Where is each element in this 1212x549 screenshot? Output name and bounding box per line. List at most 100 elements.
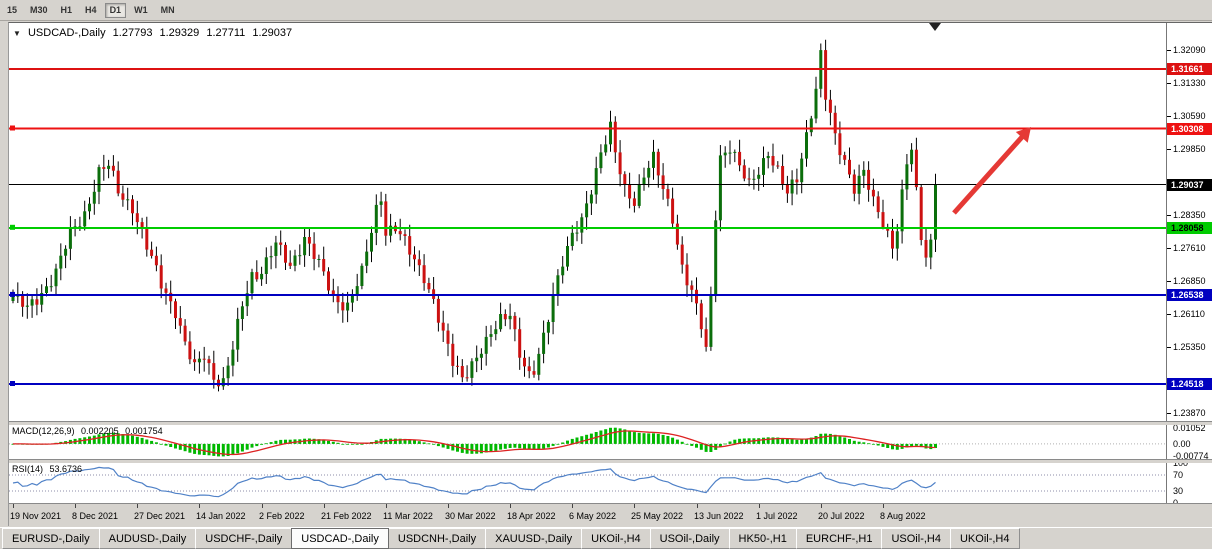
candle-body — [527, 366, 531, 372]
price-chart[interactable] — [9, 23, 1166, 421]
chart-tab-USDCHF-Daily[interactable]: USDCHF-,Daily — [195, 528, 293, 549]
candle-body — [776, 165, 780, 167]
price-axis-tickmark — [1167, 413, 1171, 414]
chart-tab-XAUUSD-Daily[interactable]: XAUUSD-,Daily — [485, 528, 583, 549]
candle-body — [154, 255, 158, 266]
timeframe-button-MN[interactable]: MN — [160, 4, 175, 15]
macd-histogram-bar — [895, 443, 899, 450]
price-axis-tick: 1.32090 — [1173, 45, 1206, 55]
candle-body — [843, 155, 847, 160]
macd-histogram-bar — [164, 443, 168, 446]
candle-body — [102, 167, 106, 169]
candle-body — [164, 288, 168, 293]
macd-histogram-bar — [704, 443, 708, 452]
candle-body — [891, 230, 894, 249]
macd-histogram-bar — [891, 443, 894, 450]
candle-body — [508, 315, 512, 320]
price-line-label: 1.24518 — [1167, 378, 1212, 390]
macd-histogram-bar — [145, 439, 149, 444]
candle-body — [107, 165, 111, 169]
candle-body — [714, 220, 718, 295]
candle-body — [881, 212, 885, 228]
candle-body — [604, 144, 608, 153]
timeframe-button-15[interactable]: 15 — [7, 4, 18, 15]
chart-tab-USDCNH-Daily[interactable]: USDCNH-,Daily — [387, 528, 487, 549]
candle-body — [489, 334, 493, 337]
macd-histogram-bar — [183, 443, 187, 452]
candle-body — [699, 303, 703, 330]
macd-histogram-bar — [322, 439, 326, 444]
timeframe-button-M30[interactable]: M30 — [30, 4, 48, 15]
rsi-panel[interactable] — [9, 463, 1166, 503]
chart-tab-AUDUSD-Daily[interactable]: AUDUSD-,Daily — [98, 528, 197, 549]
candle-body — [264, 257, 268, 274]
hline-handle[interactable] — [10, 125, 15, 131]
timeframe-button-H1[interactable]: H1 — [60, 4, 73, 15]
candle-body — [245, 293, 249, 307]
chart-tab-USDCAD-Daily[interactable]: USDCAD-,Daily — [291, 528, 389, 549]
candle-body — [456, 365, 459, 367]
arrow-annotation[interactable] — [952, 132, 1027, 215]
candle-body — [733, 151, 737, 153]
time-axis-tickmark — [199, 504, 200, 508]
date-label: 20 Jul 2022 — [818, 511, 865, 521]
hline-handle[interactable] — [10, 381, 15, 386]
chart-tab-EURUSD-Daily[interactable]: EURUSD-,Daily — [2, 528, 100, 549]
timeframe-button-D1[interactable]: D1 — [104, 2, 127, 18]
symbol-dropdown-icon[interactable]: ▼ — [13, 29, 21, 38]
price-axis-tickmark — [1167, 116, 1171, 117]
candle-body — [871, 189, 875, 197]
candle-body — [876, 196, 880, 213]
macd-histogram-bar — [346, 443, 350, 445]
macd-histogram-bar — [685, 443, 689, 445]
macd-histogram-bar — [623, 429, 627, 444]
candle-body — [704, 329, 708, 347]
candle-body — [929, 239, 933, 258]
macd-histogram-bar — [169, 443, 173, 447]
chart-tab-EURCHF-H1[interactable]: EURCHF-,H1 — [795, 528, 883, 549]
timeframe-button-H4[interactable]: H4 — [85, 4, 97, 15]
macd-histogram-bar — [446, 443, 450, 449]
hline-handle[interactable] — [10, 224, 15, 230]
price-axis-tick: 1.26110 — [1173, 309, 1205, 319]
timeframe-button-W1[interactable]: W1 — [134, 4, 148, 15]
chart-tab-USOil-H4[interactable]: USOil-,H4 — [881, 528, 951, 549]
candle-body — [11, 296, 15, 301]
price-line-label: 1.29037 — [1167, 179, 1212, 191]
hline-handle[interactable] — [10, 291, 15, 297]
arrow-annotation-head[interactable] — [1015, 127, 1031, 143]
candle-body — [575, 232, 579, 234]
macd-histogram-bar — [671, 437, 675, 444]
candle-body — [785, 184, 789, 194]
candle-body — [150, 249, 154, 256]
candle-body — [374, 204, 378, 233]
price-axis-tick: 1.27610 — [1173, 243, 1206, 253]
time-axis[interactable]: 19 Nov 2021 8 Dec 2021 27 Dec 2021 14 Jan 2… — [9, 503, 1212, 527]
macd-histogram-bar — [762, 437, 765, 444]
shift-marker-icon[interactable] — [929, 23, 941, 31]
candle-wicks — [12, 39, 936, 392]
date-label: 2 Feb 2022 — [259, 511, 305, 521]
macd-histogram-bar — [604, 429, 608, 444]
macd-histogram-bar — [924, 443, 928, 449]
chart-tab-USOil-Daily[interactable]: USOil-,Daily — [649, 528, 730, 549]
chart-plot-area[interactable]: ▼ USDCAD-,Daily 1.27793 1.29329 1.27711 … — [9, 23, 1166, 503]
candle-body — [183, 325, 187, 342]
macd-value-signal: 0.001754 — [125, 426, 163, 436]
chart-tab-HK50-H1[interactable]: HK50-,H1 — [728, 528, 797, 549]
macd-histogram-bar — [661, 434, 665, 444]
macd-histogram-bar — [269, 442, 273, 444]
panel-splitter[interactable] — [9, 459, 1212, 463]
panel-splitter[interactable] — [9, 421, 1212, 425]
chart-tab-UKOil-H4[interactable]: UKOil-,H4 — [581, 528, 651, 549]
macd-panel[interactable] — [9, 425, 1166, 459]
macd-histogram-bar — [575, 437, 579, 444]
price-axis[interactable]: 1.32090 1.31330 1.30590 1.29850 1.28350 1.276… — [1166, 23, 1212, 508]
date-label: 21 Feb 2022 — [321, 511, 372, 521]
candle-body — [838, 133, 842, 156]
chart-tab-UKOil-H4[interactable]: UKOil-,H4 — [949, 528, 1020, 549]
candle-body — [728, 152, 732, 154]
candle-body — [762, 158, 765, 175]
macd-histogram-bar — [881, 443, 885, 447]
macd-histogram-bar — [814, 436, 818, 444]
